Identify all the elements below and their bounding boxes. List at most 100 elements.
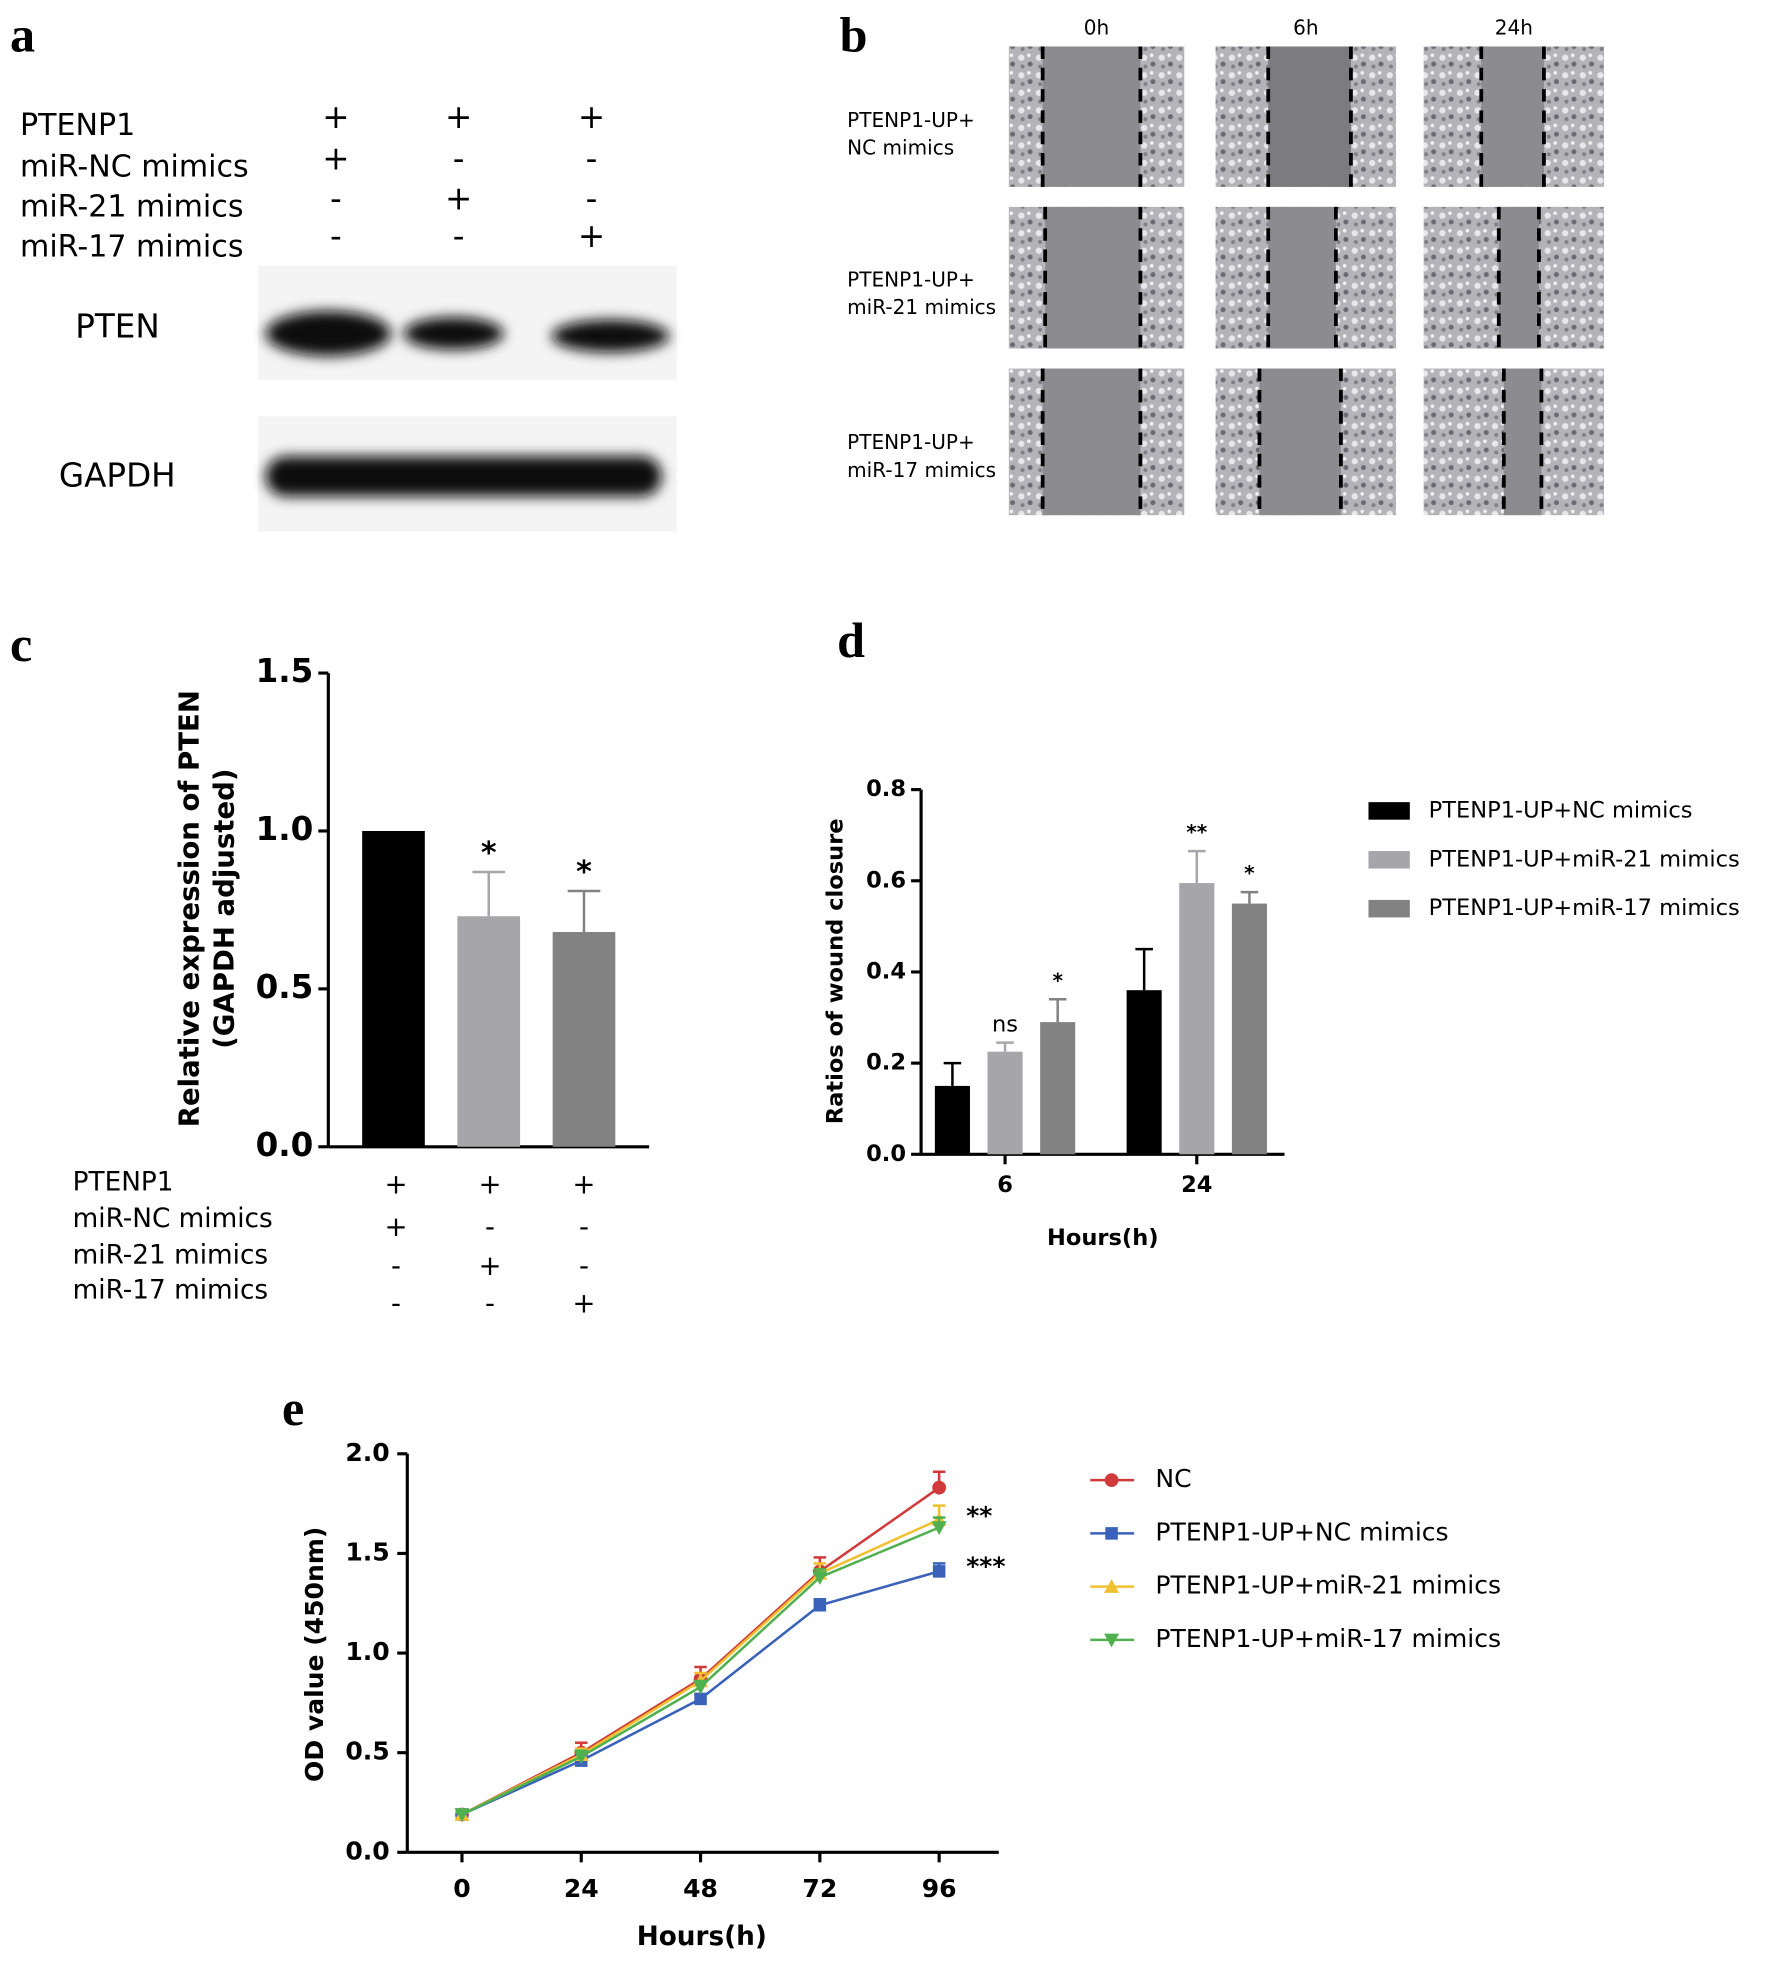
wound-gap xyxy=(1045,206,1141,349)
y-tick-label: 1.5 xyxy=(345,1537,389,1566)
wound-gap xyxy=(1498,206,1539,349)
significance: * xyxy=(481,836,497,871)
significance: ns xyxy=(992,1012,1018,1038)
marker xyxy=(694,1692,707,1706)
legend-label: PTENP1-UP+miR-17 mimics xyxy=(1155,1624,1501,1653)
wound-gap xyxy=(1042,46,1141,187)
condition-label: miR-17 mimics xyxy=(73,1275,268,1305)
bar xyxy=(987,1051,1023,1155)
bar xyxy=(1231,903,1267,1155)
condition-label: PTENP1 xyxy=(73,1168,174,1198)
marker xyxy=(932,1480,947,1495)
bar xyxy=(1126,990,1162,1155)
condition-sign: - xyxy=(391,1287,401,1320)
legend-label: PTENP1-UP+miR-17 mimics xyxy=(1429,895,1740,921)
x-tick-label: 48 xyxy=(683,1874,718,1903)
bar xyxy=(1040,1022,1076,1155)
condition-sign: + xyxy=(578,217,605,255)
marker xyxy=(812,1571,828,1585)
condition-label: miR-21 mimics xyxy=(20,190,243,225)
wound-gap xyxy=(1268,46,1351,187)
y-tick-label: 0.4 xyxy=(866,958,906,984)
panel-label: d xyxy=(837,612,865,668)
condition-sign: + xyxy=(322,98,349,136)
y-axis-title: Ratios of wound closure xyxy=(822,818,848,1124)
significance: *** xyxy=(966,1552,1005,1581)
significance: ** xyxy=(966,1502,992,1531)
y-tick-label: 0.5 xyxy=(256,968,314,1006)
wound-gap xyxy=(1268,206,1336,349)
condition-sign: + xyxy=(384,1210,407,1243)
y-axis-title: OD value (450nm) xyxy=(300,1527,329,1782)
x-axis-title: Hours(h) xyxy=(637,1922,767,1952)
bar xyxy=(552,932,616,1147)
x-tick-label: 72 xyxy=(802,1874,837,1903)
significance: * xyxy=(1052,968,1063,992)
row-label: PTENP1-UP+ xyxy=(847,108,975,132)
row-label: miR-21 mimics xyxy=(847,295,996,319)
legend-swatch xyxy=(1368,899,1410,918)
legend-marker xyxy=(1105,1527,1118,1540)
significance: ** xyxy=(1186,820,1207,844)
condition-sign: - xyxy=(453,217,465,255)
x-tick-label: 24 xyxy=(1181,1172,1212,1198)
condition-sign: + xyxy=(578,98,605,136)
condition-sign: - xyxy=(453,140,465,178)
row-label: PTENP1-UP+ xyxy=(847,267,975,291)
legend-label: PTENP1-UP+NC mimics xyxy=(1155,1517,1448,1546)
x-axis-title: Hours(h) xyxy=(1047,1225,1159,1251)
legend-label: PTENP1-UP+NC mimics xyxy=(1429,797,1693,823)
y-tick-label: 0.5 xyxy=(345,1737,389,1766)
series-line xyxy=(461,1486,940,1816)
x-tick-label: 24 xyxy=(564,1874,599,1903)
wound-gap xyxy=(1042,368,1141,516)
wound-gap xyxy=(1259,368,1341,516)
condition-sign: + xyxy=(478,1168,501,1201)
panel-label: c xyxy=(10,616,32,672)
row-label: miR-17 mimics xyxy=(847,458,996,482)
condition-sign: + xyxy=(322,140,349,178)
condition-sign: - xyxy=(485,1287,495,1320)
marker xyxy=(693,1680,709,1695)
y-tick-label: 0.8 xyxy=(866,776,906,802)
legend-label: NC xyxy=(1155,1464,1191,1493)
condition-sign: - xyxy=(586,140,598,178)
western-blot xyxy=(258,265,677,532)
condition-sign: - xyxy=(391,1249,401,1282)
bar xyxy=(1179,883,1215,1155)
bar xyxy=(934,1085,970,1155)
band-label: GAPDH xyxy=(59,457,176,495)
marker xyxy=(454,1808,470,1822)
condition-sign: + xyxy=(572,1287,595,1320)
condition-sign: + xyxy=(384,1168,407,1201)
legend-swatch xyxy=(1368,802,1410,820)
y-tick-label: 1.0 xyxy=(345,1637,389,1666)
legend-marker xyxy=(1104,1579,1120,1593)
condition-sign: + xyxy=(445,180,472,218)
marker xyxy=(813,1598,827,1612)
marker xyxy=(931,1521,947,1536)
marker xyxy=(573,1750,589,1765)
condition-label: miR-17 mimics xyxy=(20,230,243,265)
y-tick-label: 0.6 xyxy=(866,867,906,893)
wound-gap xyxy=(1481,46,1544,187)
panel-label: e xyxy=(282,1380,304,1436)
legend-marker xyxy=(1104,1633,1120,1648)
panel-label: a xyxy=(10,7,35,63)
row-label: PTENP1-UP+ xyxy=(847,430,975,454)
condition-sign: + xyxy=(445,98,472,136)
condition-label: miR-NC mimics xyxy=(73,1204,273,1234)
marker xyxy=(932,1565,946,1578)
legend-swatch xyxy=(1368,851,1410,869)
condition-sign: - xyxy=(579,1249,589,1282)
x-tick-label: 6 xyxy=(997,1172,1013,1198)
condition-sign: - xyxy=(586,180,598,218)
y-axis-title: Relative expression of PTEN xyxy=(172,690,205,1127)
bands xyxy=(265,310,670,497)
condition-sign: - xyxy=(485,1210,495,1243)
condition-label: miR-NC mimics xyxy=(20,150,249,185)
legend-label: PTENP1-UP+miR-21 mimics xyxy=(1429,846,1740,872)
panel-label: b xyxy=(840,7,868,63)
column-header: 6h xyxy=(1293,15,1318,39)
